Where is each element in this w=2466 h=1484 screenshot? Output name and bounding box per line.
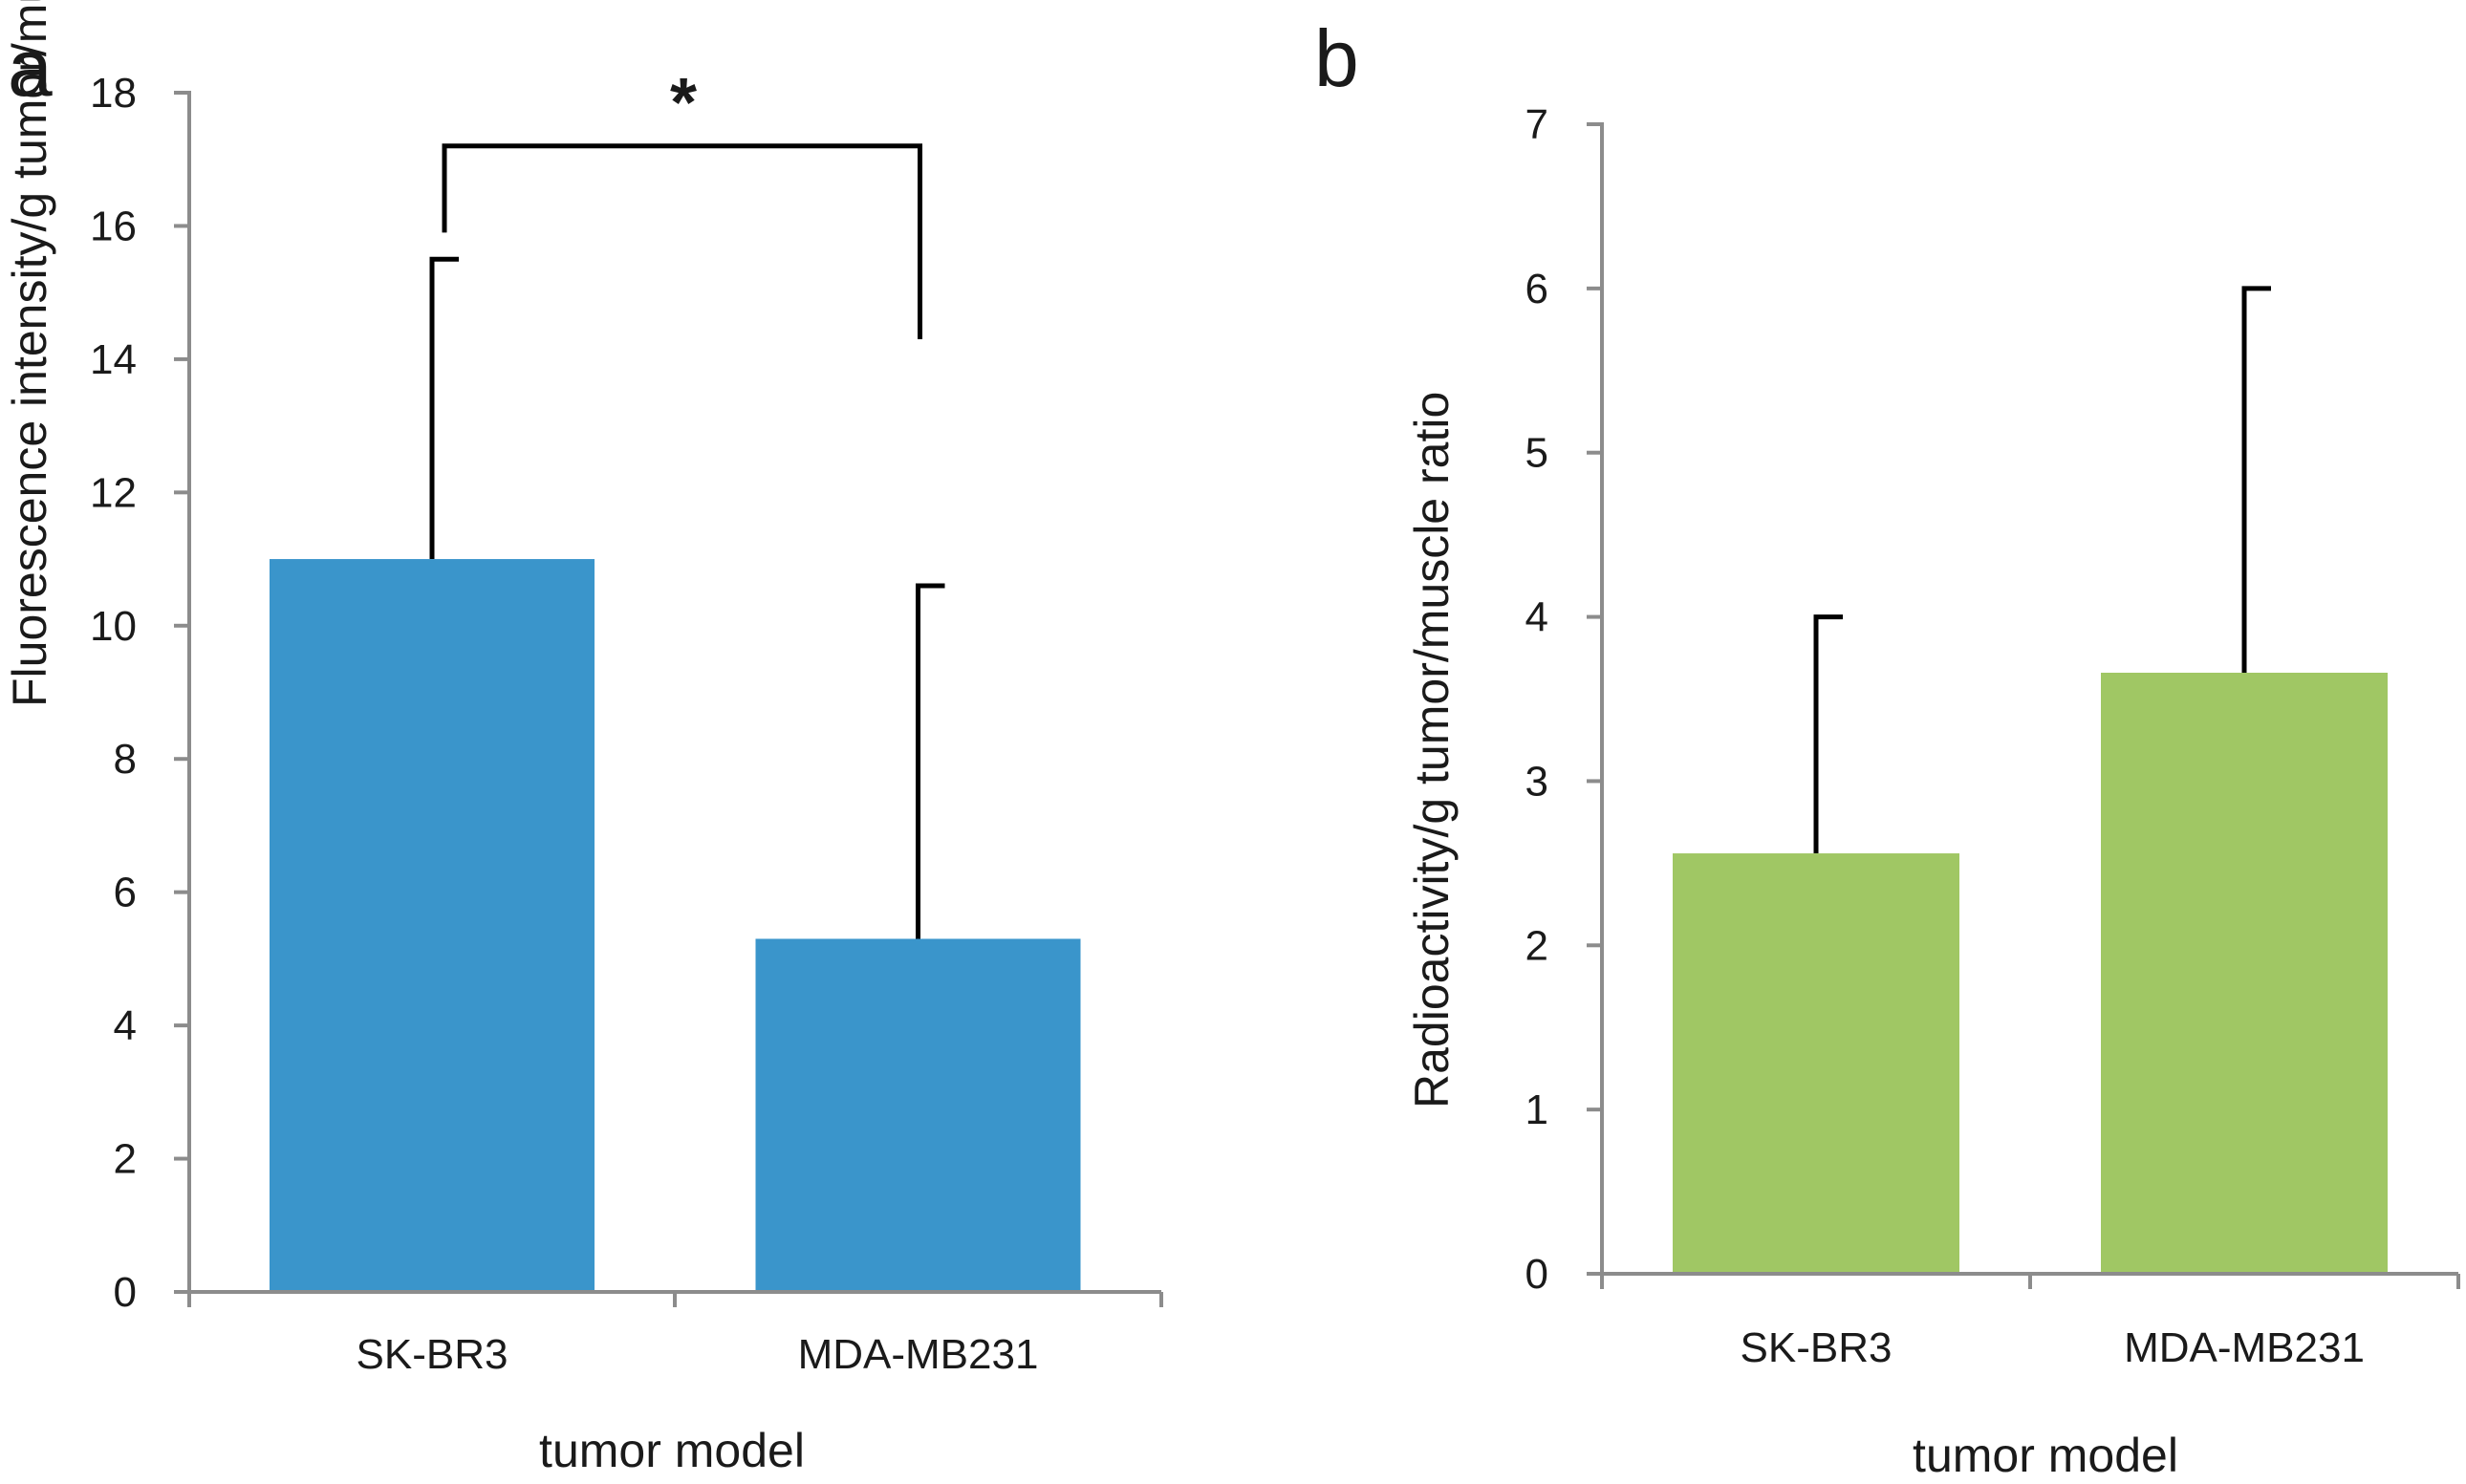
bar-sk-br3	[270, 559, 595, 1292]
y-tick-label-16: 16	[90, 203, 137, 249]
y-tick-label-0: 0	[1525, 1251, 1548, 1298]
panel-a-y-axis-title: Fluorescence intensity/g tumor/muscle ra…	[3, 0, 56, 707]
y-tick-label-1: 1	[1525, 1086, 1548, 1133]
y-tick-label-0: 0	[114, 1269, 137, 1316]
y-tick-label-4: 4	[114, 1002, 137, 1049]
panel-b-x-axis-title: tumor model	[1913, 1429, 2178, 1482]
y-tick-label-14: 14	[90, 336, 137, 383]
y-tick-label-6: 6	[1525, 266, 1548, 312]
y-tick-label-7: 7	[1525, 101, 1548, 148]
y-tick-label-12: 12	[90, 469, 137, 516]
panel-b-chart: b Radioactivity/g tumor/muscle ratio tum…	[1314, 13, 2460, 1482]
y-tick-label-18: 18	[90, 70, 137, 117]
x-tick-label-mda-mb231: MDA-MB231	[798, 1331, 1039, 1378]
y-tick-label-2: 2	[1525, 922, 1548, 969]
y-tick-label-6: 6	[114, 870, 137, 916]
y-tick-label-3: 3	[1525, 758, 1548, 805]
significance-bracket	[442, 143, 922, 339]
x-tick-label-sk-br3: SK-BR3	[1741, 1324, 1893, 1371]
x-tick-label-sk-br3: SK-BR3	[357, 1331, 508, 1378]
panel-b-letter: b	[1314, 13, 1359, 103]
bar-mda-mb231	[755, 938, 1081, 1292]
bar-sk-br3	[1673, 853, 1959, 1274]
y-tick-label-8: 8	[114, 736, 137, 783]
panel-a-letter: a	[8, 23, 53, 113]
panel-a-chart: a Fluorescence intensity/g tumor/muscle …	[3, 0, 1163, 1477]
y-tick-label-2: 2	[114, 1136, 137, 1183]
y-tick-label-10: 10	[90, 603, 137, 650]
x-tick-label-mda-mb231: MDA-MB231	[2124, 1324, 2365, 1371]
y-tick-label-5: 5	[1525, 430, 1548, 477]
panel-a-significance-label: *	[670, 65, 697, 141]
panel-b-y-axis-title: Radioactivity/g tumor/muscle ratio	[1405, 392, 1459, 1108]
panel-a-x-axis-title: tumor model	[539, 1424, 805, 1477]
y-tick-label-4: 4	[1525, 594, 1548, 641]
bar-mda-mb231	[2101, 673, 2388, 1274]
